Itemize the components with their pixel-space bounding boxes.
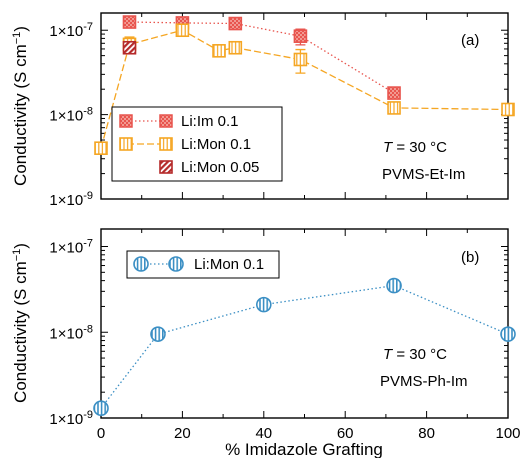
panel-b-legend-box [126,250,280,279]
x-tick-label: 60 [337,425,354,442]
panel-b-y-ticks: 1×10-9 1×10-8 1×10-7 [49,238,508,428]
data-point [387,101,401,115]
panel-b-label: (b) [461,249,479,266]
x-tick-label: 20 [174,425,191,442]
data-point [501,102,515,117]
data-point [212,44,226,58]
y-tick-label: 1×10-7 [49,238,93,257]
x-tick-label: 0 [97,425,105,442]
x-axis-title: % Imidazole Grafting [225,440,383,458]
data-point [255,296,272,313]
panel-a-legend: Li:Im 0.1 Li:Mon 0.1 Li:Mon 0.05 [111,106,283,182]
legend-marker-li-im-left [119,114,133,128]
panel-b-material: PVMS-Ph-Im [380,373,468,390]
panel-b: 1×10-9 1×10-8 1×10-7 0 20 40 60 80 100 (b) T = … [11,228,521,458]
panel-b-temperature: T = 30 °C [383,346,447,363]
legend-item-li-im-0-1: Li:Im 0.1 [119,113,239,130]
data-point [293,52,308,67]
data-point [387,86,401,100]
series-line [100,284,509,409]
panel-b-markers [93,277,516,417]
panel-a-series-lines [100,21,509,149]
legend-item-li-mon-0-05: Li:Mon 0.05 [159,159,259,176]
panel-a-temperature: T = 30 °C [383,139,447,156]
x-tick-label: 40 [255,425,272,442]
legend-label-li-mon: Li:Mon 0.1 [181,136,251,153]
data-point [386,277,402,294]
data-point [500,326,516,342]
legend-marker-li-mon-005 [159,160,173,174]
panel-a-y-ticks: 1×10-9 1×10-8 1×10-7 [49,13,509,209]
panel-a: 1×10-9 1×10-8 1×10-7 (a) T = 30 °C PVMS-Et… [11,12,515,209]
data-point [228,40,243,55]
series-line [100,29,509,149]
legend-marker-li-mon-b-left [133,256,149,272]
data-point [293,29,308,43]
data-point [228,16,243,31]
legend-marker-li-mon-right [159,137,173,151]
panel-a-label: (a) [461,32,479,49]
x-tick-label: 100 [495,425,520,442]
panel-a-markers [94,15,515,155]
series-line [129,21,395,94]
legend-label-li-mon-b: Li:Mon 0.1 [194,256,264,273]
panel-a-y-axis-title: Conductivity (S cm−1) [11,26,30,186]
data-point [150,326,166,342]
data-point [93,400,109,417]
panel-a-material: PVMS-Et-Im [382,166,465,183]
y-tick-label: 1×10-8 [49,323,93,342]
data-point [122,15,137,29]
y-tick-label: 1×10-7 [49,21,93,40]
legend-label-li-mon-005: Li:Mon 0.05 [181,159,259,176]
y-tick-label: 1×10-8 [49,106,93,125]
legend-marker-li-mon-left [119,137,133,151]
data-point [122,40,137,55]
panel-b-y-axis-title: Conductivity (S cm−1) [11,243,30,403]
panel-b-legend: Li:Mon 0.1 [126,250,280,279]
panel-b-x-ticks: 0 20 40 60 80 100 [97,229,521,442]
y-tick-label: 1×10-9 [49,409,93,428]
legend-marker-li-im-right [159,114,173,128]
legend-marker-li-mon-b-right [168,256,184,272]
x-tick-label: 80 [418,425,435,442]
panel-b-series-lines [100,284,509,409]
data-point [94,141,108,155]
data-point [175,23,190,38]
legend-label-li-im: Li:Im 0.1 [181,113,239,130]
y-tick-label: 1×10-9 [49,190,93,209]
legend-item-li-mon-0-1: Li:Mon 0.1 [119,136,251,153]
